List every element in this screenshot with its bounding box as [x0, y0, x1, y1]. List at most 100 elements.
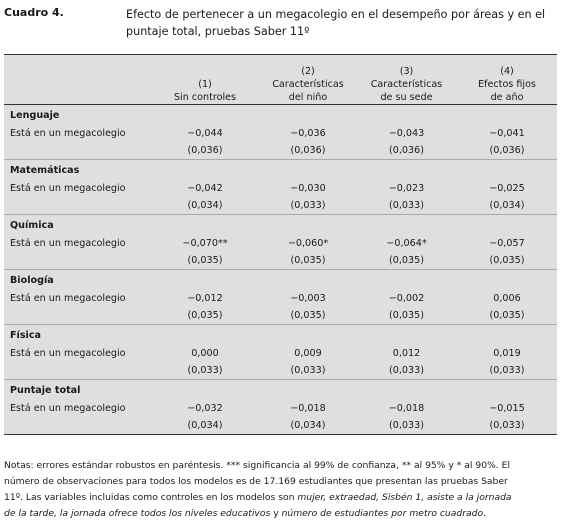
- row-label-empty: [4, 142, 150, 160]
- se-row: (0,035) (0,035) (0,035) (0,035): [4, 307, 557, 325]
- section-row-lenguaje: Lenguaje: [4, 104, 557, 125]
- se-cell: (0,033): [260, 197, 356, 215]
- column-title-line2: de año: [490, 92, 524, 103]
- row-label: Está en un megacolegio: [10, 403, 126, 414]
- coef-cell: −0,002: [388, 293, 425, 304]
- coef-cell: 0,000: [191, 348, 219, 359]
- note-text: y: [270, 508, 282, 519]
- coef-cell: −0,042: [187, 183, 223, 194]
- section-title: Lenguaje: [10, 109, 60, 121]
- row-label-header: [4, 55, 150, 105]
- table-caption: Cuadro 4. Efecto de pertenecer a un mega…: [4, 6, 555, 46]
- se-row: (0,036) (0,036) (0,036) (0,036): [4, 142, 557, 160]
- section-title: Biología: [10, 274, 54, 286]
- se-cell: (0,035): [150, 307, 260, 325]
- section-title: Física: [10, 329, 42, 341]
- column-number: (1): [198, 79, 212, 90]
- se-cell: (0,034): [260, 417, 356, 435]
- caption-title: Efecto de pertenecer a un megacolegio en…: [126, 8, 546, 38]
- section-title: Matemáticas: [10, 164, 80, 176]
- se-cell: (0,033): [260, 362, 356, 380]
- row-label: Está en un megacolegio: [10, 128, 126, 139]
- note-italic-controls: mujer, extraedad, Sisbén 1, asiste a la …: [297, 492, 512, 503]
- coef-cell: −0,043: [388, 128, 425, 139]
- se-cell: (0,035): [356, 252, 457, 270]
- coef-cell: −0,044: [187, 128, 223, 139]
- row-label-empty: [4, 197, 150, 215]
- note-text: 11º. Las variables incluidas como contro…: [4, 492, 298, 503]
- row-label-empty: [4, 417, 150, 435]
- se-cell: (0,036): [150, 142, 260, 160]
- results-table: (1) Sin controles (2) Características de…: [4, 54, 557, 435]
- se-row: (0,033) (0,033) (0,033) (0,033): [4, 362, 557, 380]
- se-cell: (0,035): [260, 307, 356, 325]
- note-text: .: [483, 508, 486, 519]
- se-cell: (0,035): [457, 252, 557, 270]
- note-line-3: 11º. Las variables incluidas como contro…: [4, 490, 556, 506]
- section-title: Química: [10, 219, 54, 231]
- se-row: (0,035) (0,035) (0,035) (0,035): [4, 252, 557, 270]
- se-cell: (0,036): [356, 142, 457, 160]
- caption-label: Cuadro 4.: [4, 6, 64, 19]
- column-title-line1: Características: [370, 79, 443, 90]
- column-title-line1: Características: [272, 79, 344, 90]
- section-row-quimica: Química: [4, 214, 557, 235]
- coef-row: Está en un megacolegio 0,000 0,009 0,012…: [4, 345, 557, 362]
- column-number: (3): [399, 66, 414, 77]
- coef-cell: −0,025: [489, 183, 525, 194]
- column-header-4: (4) Efectos fijos de año: [457, 55, 557, 105]
- coef-row: Está en un megacolegio −0,012 −0,003 −0,…: [4, 290, 557, 307]
- coef-cell: −0,032: [187, 403, 223, 414]
- se-cell: (0,033): [356, 362, 457, 380]
- section-row-matematicas: Matemáticas: [4, 159, 557, 180]
- row-label: Está en un megacolegio: [10, 293, 126, 304]
- coef-row: Está en un megacolegio −0,044 −0,036 −0,…: [4, 125, 557, 142]
- section-row-puntaje-total: Puntaje total: [4, 379, 557, 400]
- coef-cell: −0,012: [187, 293, 223, 304]
- row-label-empty: [4, 307, 150, 325]
- note-line-4: de la tarde, la jornada ofrece todos los…: [4, 506, 556, 522]
- se-cell: (0,034): [150, 197, 260, 215]
- se-cell: (0,035): [260, 252, 356, 270]
- coef-cell: −0,041: [489, 128, 525, 139]
- coef-cell: −0,070**: [182, 238, 228, 249]
- coef-cell: −0,064*: [386, 238, 427, 249]
- coef-cell: −0,057: [489, 238, 525, 249]
- column-header-2: (2) Características del niño: [260, 55, 356, 105]
- se-cell: (0,035): [457, 307, 557, 325]
- se-cell: (0,034): [457, 197, 557, 215]
- table-notes: Notas: errores estándar robustos en paré…: [4, 458, 556, 522]
- row-label: Está en un megacolegio: [10, 238, 126, 249]
- row-label: Está en un megacolegio: [10, 183, 126, 194]
- column-header-3: (3) Características de su sede: [356, 55, 457, 105]
- se-row: (0,034) (0,033) (0,033) (0,034): [4, 197, 557, 215]
- coef-cell: 0,012: [392, 348, 421, 359]
- coef-cell: −0,018: [290, 403, 326, 414]
- column-title-line2: del niño: [288, 92, 328, 103]
- coef-row: Está en un megacolegio −0,042 −0,030 −0,…: [4, 180, 557, 197]
- se-cell: (0,036): [260, 142, 356, 160]
- coef-cell: −0,003: [290, 293, 326, 304]
- row-label-empty: [4, 362, 150, 380]
- coef-cell: −0,015: [489, 403, 525, 414]
- note-line-2: número de observaciones para todos los m…: [4, 476, 508, 487]
- column-title-line2: de su sede: [380, 92, 433, 103]
- column-number: (4): [500, 66, 514, 77]
- section-row-fisica: Física: [4, 324, 557, 345]
- se-row: (0,034) (0,034) (0,033) (0,033): [4, 417, 557, 435]
- se-cell: (0,033): [457, 362, 557, 380]
- note-italic-controls: número de estudiantes por metro cuadrado: [281, 508, 484, 519]
- coef-cell: −0,018: [388, 403, 425, 414]
- column-number: (2): [301, 66, 315, 77]
- section-title: Puntaje total: [10, 384, 81, 396]
- coef-cell: 0,019: [493, 348, 521, 359]
- se-cell: (0,035): [150, 252, 260, 270]
- column-header-1: (1) Sin controles: [150, 55, 260, 105]
- se-cell: (0,033): [356, 417, 457, 435]
- row-label: Está en un megacolegio: [10, 348, 126, 359]
- se-cell: (0,036): [457, 142, 557, 160]
- column-title-line1: Sin controles: [173, 92, 237, 103]
- coef-cell: −0,060*: [287, 238, 329, 249]
- column-title-line1: Efectos fijos: [478, 79, 536, 90]
- header-row: (1) Sin controles (2) Características de…: [4, 54, 557, 105]
